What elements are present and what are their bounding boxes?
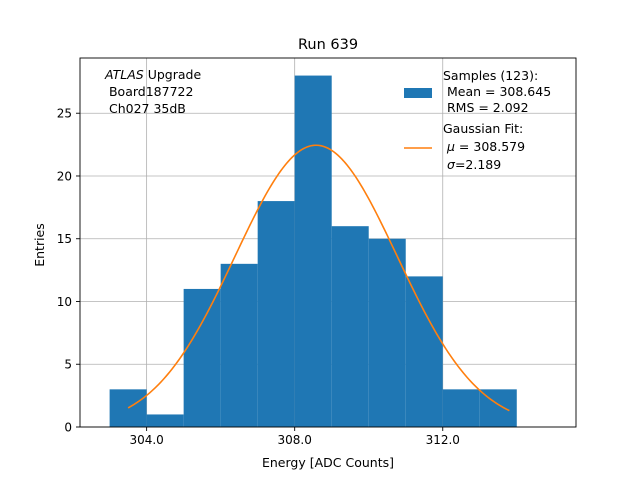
- histogram-bar-3: [220, 263, 258, 427]
- legend-fit-sigma: σ=2.189: [447, 157, 501, 172]
- annotation-line-1: ATLAS Upgrade: [104, 67, 201, 82]
- gaussian-fit: [127, 144, 510, 412]
- y-tick-label-2: 10: [57, 295, 72, 309]
- legend-samples-title: Samples (123):: [443, 68, 538, 83]
- y-tick-label-3: 15: [57, 232, 72, 246]
- histogram-bar-7: [368, 238, 406, 427]
- y-tick-label-4: 20: [57, 169, 72, 183]
- plot-frame: [79, 57, 577, 428]
- legend-samples-rms: RMS = 2.092: [443, 100, 529, 115]
- histogram-bar-9: [442, 389, 480, 427]
- annotation-line-3: Ch027 35dB: [105, 101, 186, 116]
- histogram-bar-8: [405, 276, 443, 427]
- x-tick-label-1: 308.0: [278, 433, 312, 447]
- annotation-atlas: ATLAS: [104, 67, 144, 82]
- histogram-bar-4: [257, 201, 295, 427]
- y-axis-label: Entries: [32, 223, 47, 267]
- legend-sigma-value: =2.189: [455, 157, 501, 172]
- histogram-bar-1: [146, 414, 184, 427]
- annotation-upgrade: Upgrade: [144, 67, 202, 82]
- legend-samples-mean: Mean = 308.645: [443, 84, 551, 99]
- x-tick-label-2: 312.0: [426, 433, 460, 447]
- histogram-bar-5: [294, 75, 332, 428]
- x-axis-label: Energy [ADC Counts]: [262, 455, 394, 470]
- chart-title: Run 639: [298, 37, 358, 53]
- histogram-bar-0: [109, 389, 147, 427]
- legend-mu-symbol: μ: [446, 139, 455, 154]
- legend-sigma-symbol: σ: [447, 157, 456, 172]
- y-tick-label-1: 5: [64, 358, 72, 372]
- legend-fit-title: Gaussian Fit:: [443, 121, 523, 136]
- y-tick-label-0: 0: [64, 421, 72, 435]
- histogram-bar-2: [183, 288, 221, 427]
- histogram-bar-6: [331, 226, 369, 427]
- atlas-annotation: ATLAS Upgrade Board187722 Ch027 35dB: [104, 67, 201, 116]
- legend-samples-swatch: [404, 88, 432, 98]
- y-tick-label-5: 25: [57, 107, 72, 121]
- legend-fit-mu: μ = 308.579: [446, 139, 525, 154]
- gaussian-fit-curve: [127, 144, 510, 412]
- x-tick-label-0: 304.0: [129, 433, 163, 447]
- legend: Samples (123): Mean = 308.645 RMS = 2.09…: [404, 68, 551, 172]
- annotation-line-2: Board187722: [105, 84, 193, 99]
- legend-mu-value: = 308.579: [455, 139, 525, 154]
- histogram-bars: [109, 75, 517, 428]
- axes: 304.0 308.0 312.0 0 5 10 15 20 25: [57, 57, 577, 447]
